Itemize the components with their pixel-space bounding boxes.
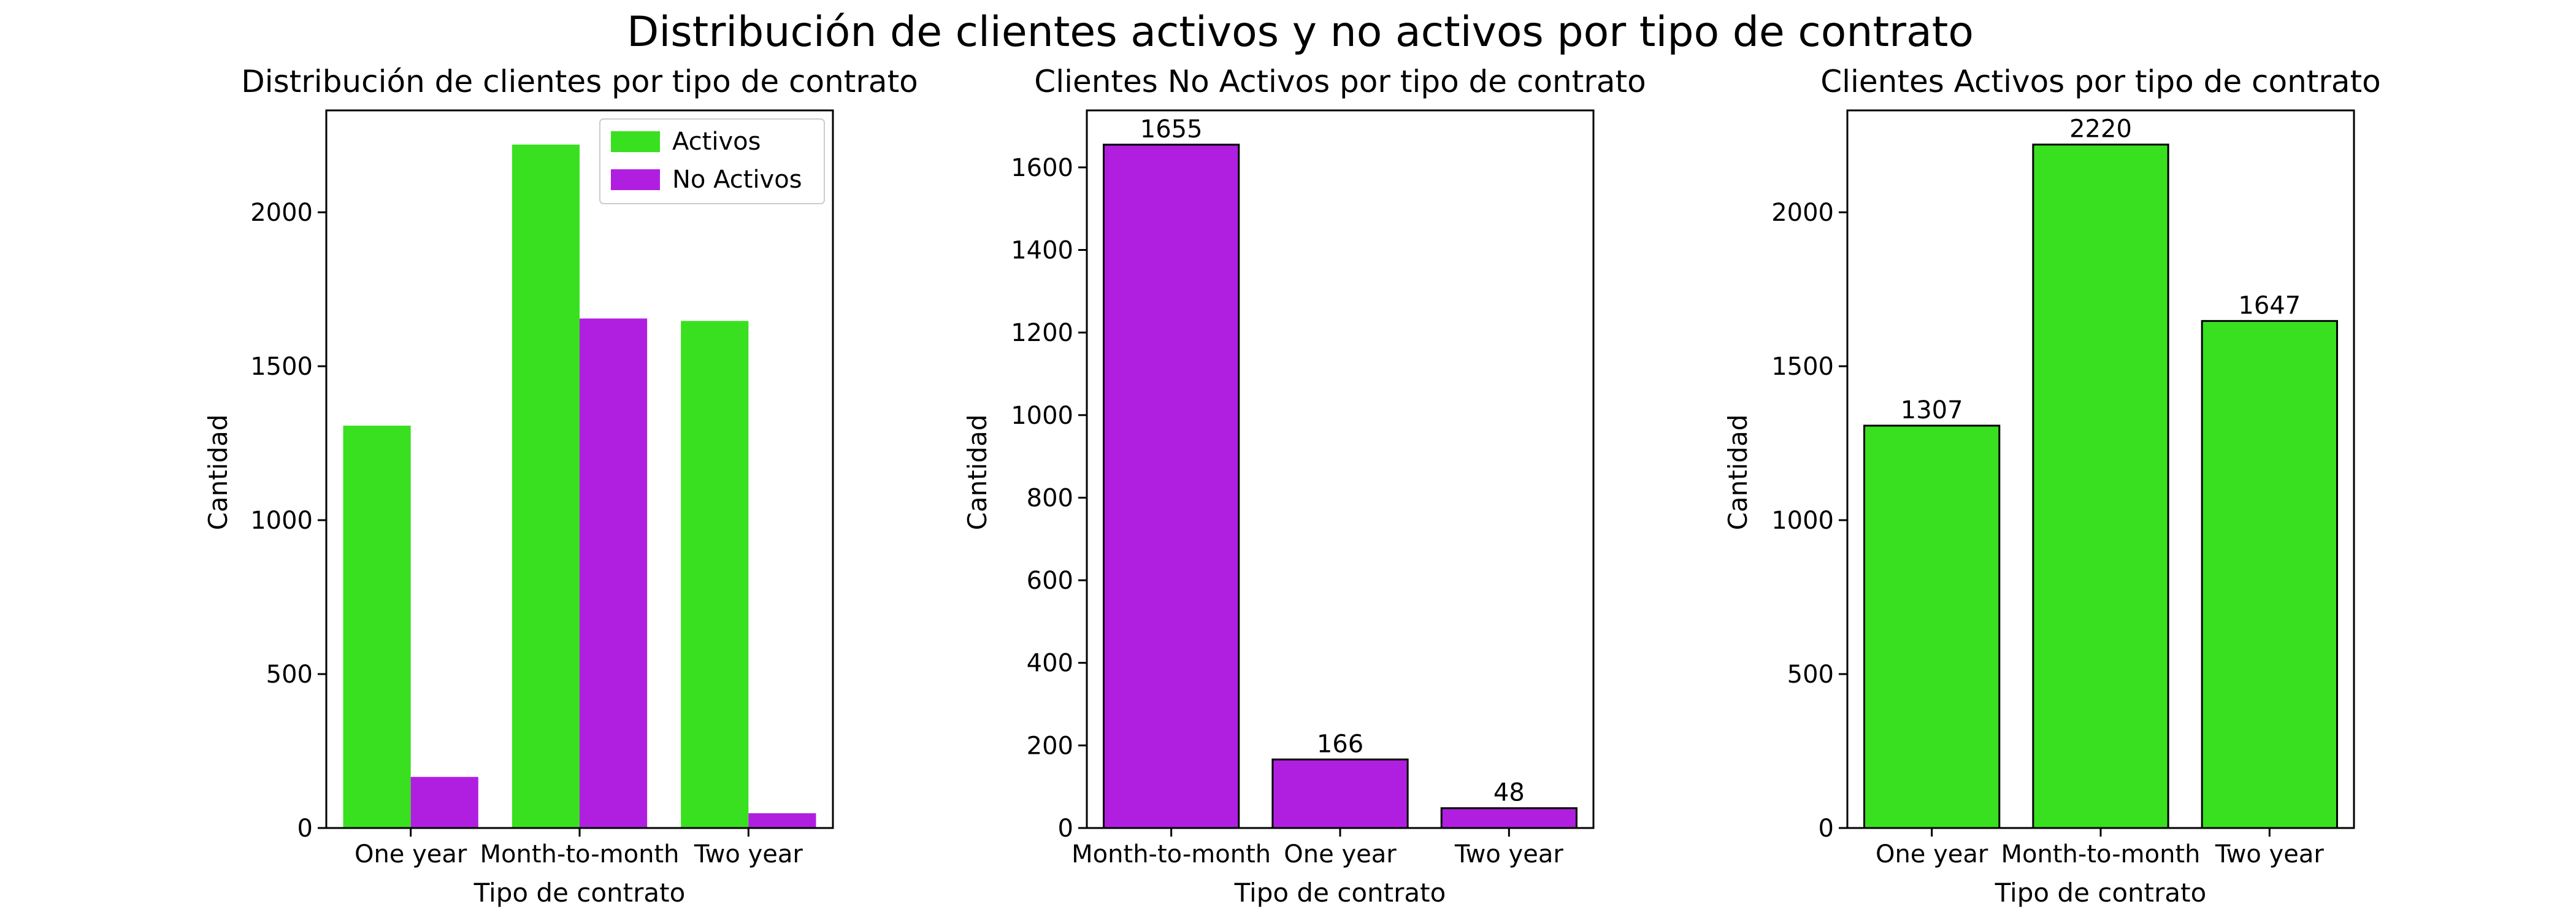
y-tick-label: 1400 (1011, 237, 1073, 265)
legend-swatch (611, 131, 660, 152)
axes-frame (325, 109, 834, 829)
subplot-3-title: Clientes Activos por tipo de contrato (1820, 64, 2381, 99)
y-tick-label: 1000 (1011, 402, 1073, 430)
legend-swatch (611, 169, 660, 190)
subplot-3-xlabel: Tipo de contrato (1995, 878, 2207, 908)
y-tick-label: 1000 (1771, 507, 1834, 535)
y-tick-label: 600 (1027, 567, 1073, 595)
y-tick-label: 1500 (250, 353, 313, 381)
bar (512, 144, 580, 829)
bar (2032, 144, 2169, 829)
subplot-3: Clientes Activos por tipo de contrato Ti… (1723, 64, 2381, 908)
y-tick-label: 0 (297, 815, 313, 843)
bar-data-label: 1647 (2238, 291, 2301, 320)
bar-data-label: 1307 (1901, 396, 1963, 424)
y-tick-label: 800 (1027, 484, 1073, 512)
axes-frame (1086, 109, 1595, 829)
y-tick-label: 400 (1027, 650, 1073, 678)
bar (343, 425, 411, 828)
x-tick-label: Month-to-month (2001, 840, 2201, 868)
legend-label: Activos (672, 128, 761, 156)
y-tick-label: 2000 (1771, 199, 1834, 227)
subplot-1: Distribución de clientes por tipo de con… (203, 64, 918, 908)
y-tick-label: 0 (1058, 815, 1073, 843)
axes-frame (1846, 109, 2355, 829)
y-tick-label: 2000 (250, 199, 313, 227)
bar-data-label: 166 (1317, 730, 1363, 758)
y-tick-label: 500 (1787, 661, 1834, 689)
bar-data-label: 2220 (2069, 115, 2132, 144)
x-tick-label: Month-to-month (1071, 840, 1271, 868)
legend-label: No Activos (672, 166, 802, 194)
x-tick-label: One year (1284, 840, 1397, 868)
bar-data-label: 1655 (1140, 115, 1203, 144)
y-tick-label: 1600 (1011, 154, 1073, 182)
subplot-3-ylabel: Cantidad (1723, 415, 1753, 531)
figure-suptitle: Distribución de clientes activos y no ac… (627, 8, 1974, 56)
subplot-1-plot: 0 500 1000 1500 2000 One year Month-to-month Tw… (250, 109, 834, 868)
y-tick-label: 1200 (1011, 319, 1073, 347)
bar (410, 776, 478, 828)
subplot-3-plot: 0 500 1000 1500 2000 One year Month-to-month Tw… (1771, 109, 2355, 868)
bar (580, 318, 648, 828)
bar (1863, 424, 2001, 829)
subplot-2-xlabel: Tipo de contrato (1234, 878, 1446, 908)
x-tick-label: Two year (694, 840, 803, 868)
bar (1271, 758, 1409, 829)
y-tick-label: 200 (1027, 732, 1073, 760)
bar (748, 813, 816, 828)
subplot-2-title: Clientes No Activos por tipo de contrato (1034, 64, 1646, 99)
x-tick-label: One year (355, 840, 467, 868)
y-tick-label: 0 (1819, 815, 1834, 843)
subplot-2: Clientes No Activos por tipo de contrato… (962, 64, 1646, 908)
bar (681, 321, 749, 828)
subplot-2-ylabel: Cantidad (962, 415, 992, 531)
x-tick-label: Month-to-month (480, 840, 680, 868)
subplot-2-plot: 0 200 400 600 800 1000 1200 1400 1600 Month-to-mo… (1011, 109, 1595, 868)
bar (1440, 807, 1577, 829)
subplot-1-ylabel: Cantidad (203, 415, 233, 531)
x-tick-label: One year (1876, 840, 1988, 868)
y-tick-label: 1000 (250, 507, 313, 535)
x-tick-label: Two year (1454, 840, 1564, 868)
bar-data-label: 48 (1493, 779, 1525, 807)
x-tick-label: Two year (2215, 840, 2325, 868)
y-tick-label: 500 (266, 661, 313, 689)
bar (1103, 144, 1240, 829)
subplot-1-title: Distribución de clientes por tipo de con… (241, 64, 918, 99)
y-tick-label: 1500 (1771, 353, 1834, 381)
subplot-1-xlabel: Tipo de contrato (473, 878, 686, 908)
bar (2201, 320, 2338, 829)
